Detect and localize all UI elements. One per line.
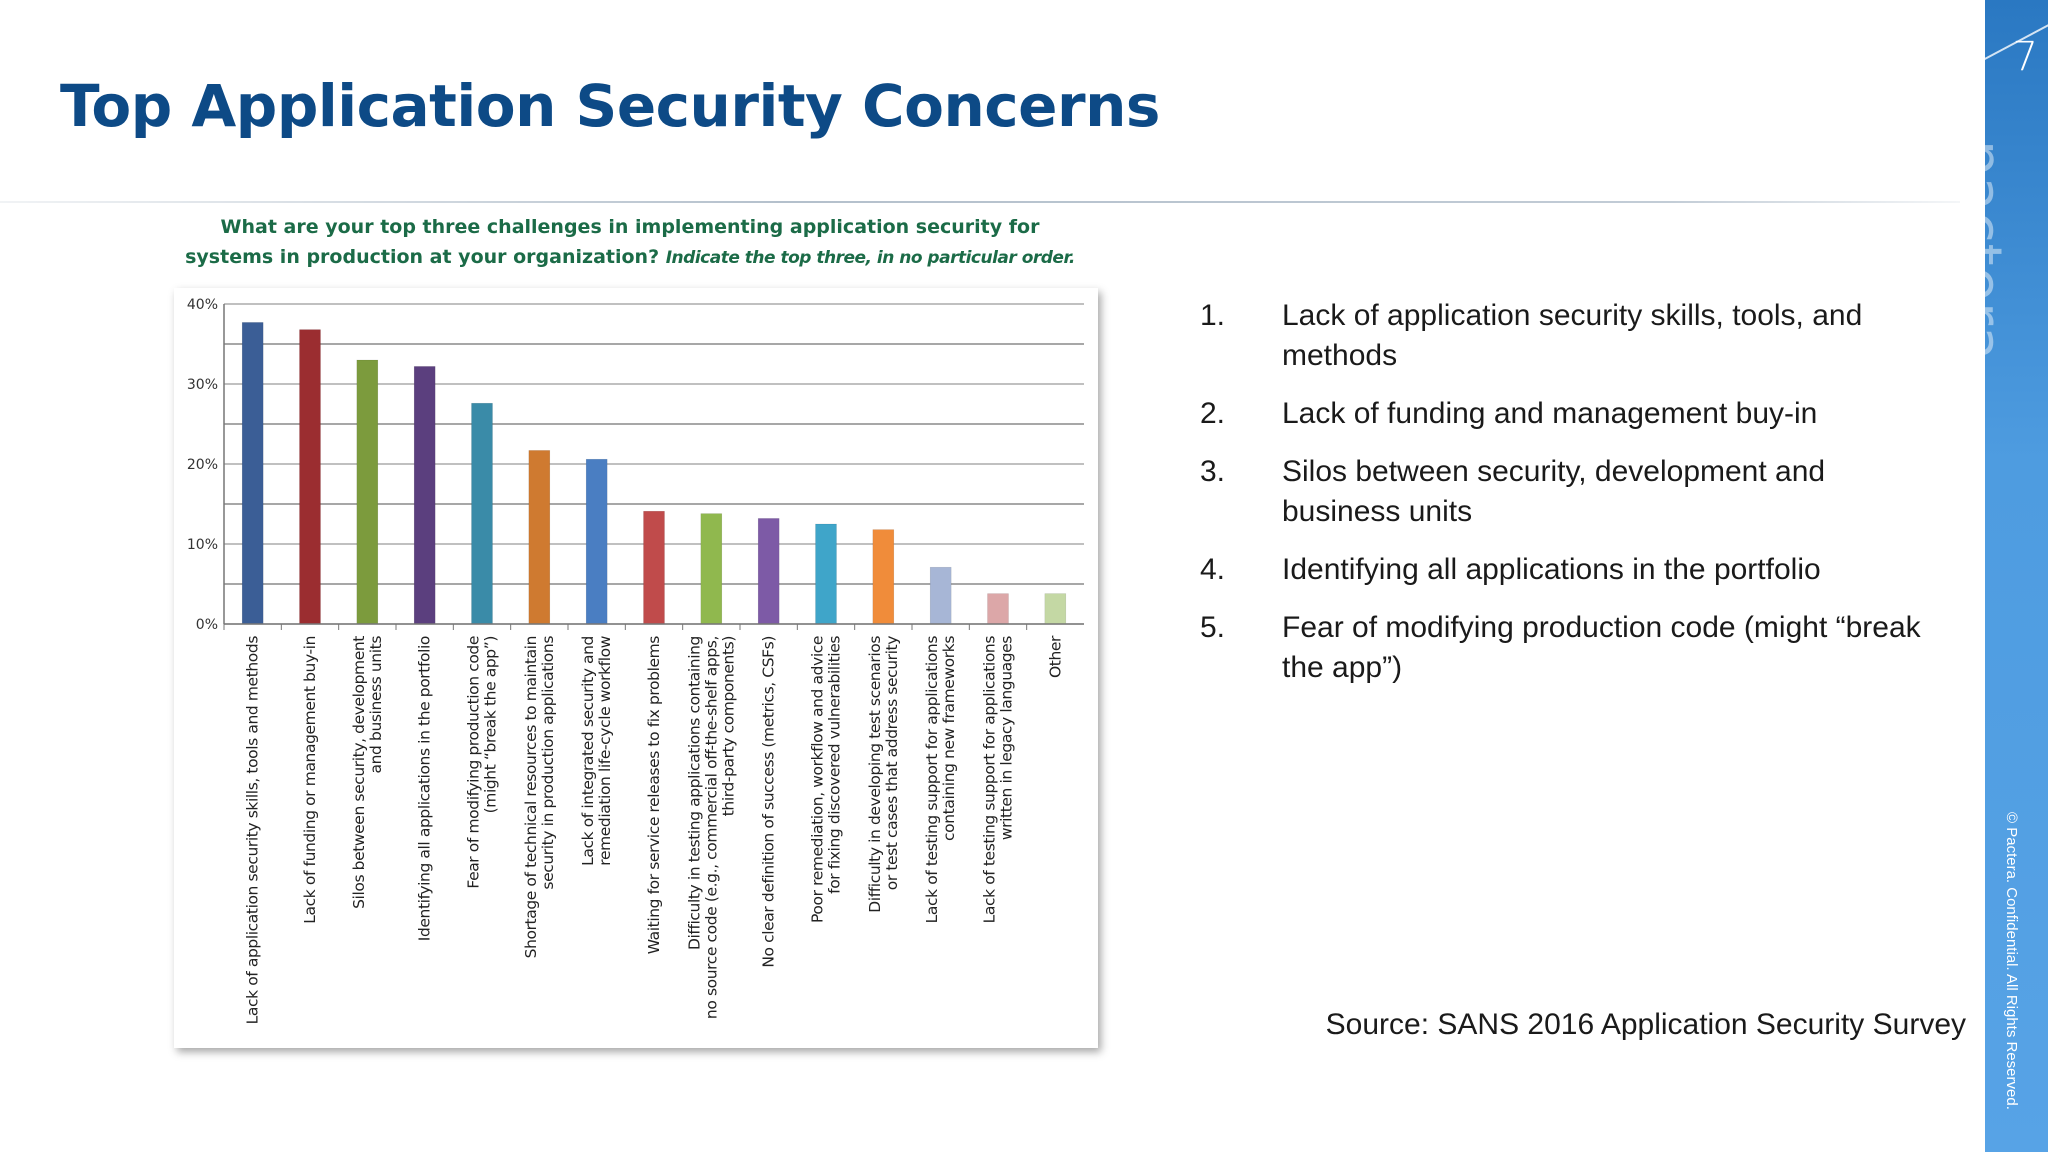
category-label-line: security in production applications: [539, 636, 557, 890]
bar: [471, 402, 493, 625]
category-label-line: Lack of funding or management buy-in: [301, 636, 319, 924]
category-label-line: No clear definition of success (metrics,…: [760, 636, 778, 968]
y-tick-label: 20%: [187, 457, 218, 473]
category-label-line: written in legacy languages: [998, 636, 1016, 840]
bar: [872, 529, 895, 625]
category-label-line: or test cases that address security: [883, 636, 901, 890]
category-label-line: third-party components): [719, 636, 737, 816]
bar: [643, 510, 665, 625]
bar: [815, 523, 837, 625]
category-label-line: Lack of application security skills, too…: [244, 636, 262, 1025]
chart-question-text: What are your top three challenges in im…: [185, 216, 1040, 268]
category-label: Lack of integrated security andremediati…: [579, 635, 614, 866]
brand-logo: pactera: [1948, 140, 2013, 362]
chart-question: What are your top three challenges in im…: [180, 212, 1080, 273]
bar: [241, 322, 264, 625]
category-label-line: Other: [1046, 635, 1064, 678]
category-label-line: for fixing discovered vulnerabilities: [826, 636, 844, 894]
category-label: Other: [1046, 635, 1064, 678]
category-label-line: Lack of integrated security and: [579, 636, 597, 866]
category-label-line: Fear of modifying production code: [465, 636, 483, 889]
bar: [413, 366, 436, 625]
list-item-text: Lack of application security skills, too…: [1282, 299, 1863, 372]
category-label-line: Difficulty in testing applications conta…: [685, 636, 703, 950]
category-label-line: and business units: [367, 636, 385, 774]
list-item: 3. Silos between security, development an…: [1200, 452, 1940, 532]
chart-panel: 0% 10% 20% 30% 40% Lack of application securi…: [174, 288, 1098, 1048]
category-label-line: Shortage of technical resources to maint…: [522, 636, 540, 958]
category-label-line: Lack of testing support for applications: [981, 636, 999, 924]
category-label-line: Lack of testing support for applications: [923, 636, 941, 924]
category-label: Lack of testing support for applications…: [981, 636, 1016, 924]
category-label: Difficulty in developing test scenarioso…: [866, 636, 901, 913]
list-item: 5. Fear of modifying production code (mig…: [1200, 608, 1940, 688]
y-tick-label: 0%: [196, 617, 218, 633]
bar: [757, 518, 780, 625]
category-label-line: Silos between security, development: [350, 636, 368, 909]
bar: [1044, 593, 1067, 625]
bar: [987, 593, 1009, 625]
source-citation: Source: SANS 2016 Application Security S…: [1325, 1008, 1966, 1041]
bar: [585, 458, 608, 625]
category-label-line: Identifying all applications in the port…: [416, 636, 434, 941]
category-label: Shortage of technical resources to maint…: [522, 636, 557, 959]
list-item: 2. Lack of funding and management buy-in: [1200, 394, 1940, 434]
y-tick-label: 10%: [187, 537, 218, 553]
category-label: Lack of funding or management buy-in: [301, 636, 319, 924]
list-item-number: 5.: [1200, 611, 1226, 644]
category-label-line: (might “break the app”): [482, 636, 500, 813]
category-label-line: remediation life-cycle workflow: [596, 635, 614, 865]
category-label: Silos between security, developmentand b…: [350, 636, 385, 909]
category-label: Lack of application security skills, too…: [244, 636, 262, 1025]
y-tick-label: 40%: [187, 297, 218, 313]
category-label: Identifying all applications in the port…: [416, 636, 434, 941]
category-label-line: Difficulty in developing test scenarios: [866, 636, 884, 913]
y-tick-label: 30%: [187, 377, 218, 393]
category-label-line: Waiting for service releases to fix prob…: [645, 636, 663, 955]
list-item-text: Identifying all applications in the port…: [1282, 553, 1821, 586]
bar-chart: 0% 10% 20% 30% 40% Lack of application securi…: [187, 297, 1084, 1025]
category-label-line: Poor remediation, workflow and advice: [809, 636, 827, 923]
category-label: Fear of modifying production code(might …: [465, 636, 500, 889]
category-label: Waiting for service releases to fix prob…: [645, 636, 663, 955]
list-item-number: 1.: [1200, 299, 1226, 332]
list-item-text: Lack of funding and management buy-in: [1282, 397, 1818, 430]
list-item-number: 3.: [1200, 455, 1226, 488]
category-label: Poor remediation, workflow and advicefor…: [809, 636, 844, 923]
chart-question-instruction: Indicate the top three, in no particular…: [665, 248, 1076, 268]
bar: [700, 513, 723, 625]
bar: [356, 359, 379, 625]
copyright-notice: © Pactera. Confidential. All Rights Rese…: [2003, 812, 2020, 1110]
page-title: Top Application Security Concerns: [60, 72, 1160, 140]
title-divider: [0, 201, 1960, 203]
top-concerns-list: 1. Lack of application security skills, t…: [1200, 296, 1940, 706]
list-item: 1. Lack of application security skills, t…: [1200, 296, 1940, 376]
list-item-number: 4.: [1200, 553, 1226, 586]
category-label: Lack of testing support for applications…: [923, 636, 958, 924]
bar: [929, 566, 952, 625]
bar: [299, 329, 321, 625]
category-label-line: no source code (e.g., commercial off-the…: [702, 636, 720, 1019]
list-item: 4. Identifying all applications in the po…: [1200, 550, 1940, 590]
brand-sidebar: 7 pactera © Pactera. Confidential. All R…: [1948, 0, 2048, 1152]
category-label-line: containing new frameworks: [940, 636, 958, 841]
list-item-number: 2.: [1200, 397, 1226, 430]
list-item-text: Fear of modifying production code (might…: [1282, 611, 1921, 684]
category-label: No clear definition of success (metrics,…: [760, 636, 778, 968]
category-label: Difficulty in testing applications conta…: [685, 636, 737, 1019]
bar: [528, 450, 551, 625]
list-item-text: Silos between security, development and …: [1282, 455, 1826, 528]
